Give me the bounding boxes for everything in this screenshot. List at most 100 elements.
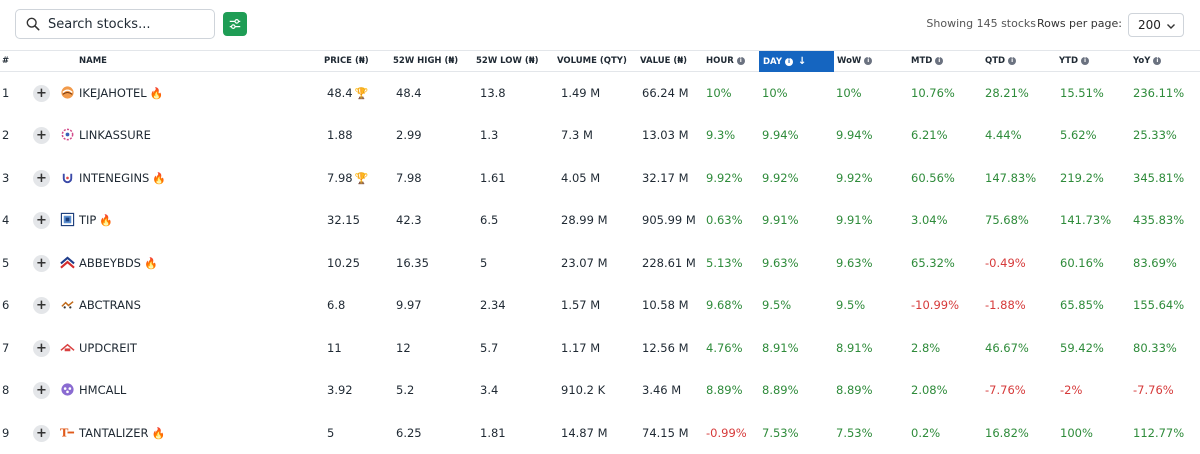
info-icon[interactable]: i — [736, 56, 745, 65]
high52-cell-value: 12 — [396, 341, 411, 355]
col-header-qtd[interactable]: QTD i — [985, 51, 1017, 72]
day-cell: 8.91% — [762, 341, 799, 355]
info-icon[interactable]: i — [935, 56, 944, 65]
stock-symbol[interactable]: LINKASSURE — [79, 128, 151, 142]
expand-row-button[interactable]: + — [33, 85, 50, 102]
row-number: 9 — [2, 426, 10, 440]
volume-cell-value: 28.99 M — [561, 213, 608, 227]
value-cell-value: 3.46 M — [642, 383, 682, 397]
expand-row-button[interactable]: + — [33, 170, 50, 187]
value-cell: 74.15 M — [642, 426, 689, 440]
sliders-icon — [229, 19, 241, 29]
high52-cell: 16.35 — [396, 256, 429, 270]
col-header-mtd[interactable]: MTD i — [911, 51, 944, 72]
table-row[interactable]: 7 + UPDCREIT 11 12 5.7 1.17 M 12.56 M 4.76% 8.91%… — [0, 327, 1200, 370]
sort-down-arrow-icon: ↓ — [797, 56, 807, 67]
col-header-value[interactable]: VALUE (₦) — [640, 56, 688, 66]
qtd-cell: -7.76% — [985, 383, 1026, 397]
table-row[interactable]: 5 + ABBEYBDS 🔥 10.25 16.35 5 23.07 M 228.61 M 5.1… — [0, 242, 1200, 285]
stock-symbol[interactable]: HMCALL — [79, 383, 127, 397]
table-row[interactable]: 6 + ABCTRANS 6.8 9.97 2.34 1.57 M 10.58 M 9.68% 9… — [0, 284, 1200, 327]
stock-symbol[interactable]: ABCTRANS — [79, 298, 141, 312]
hour-cell-value: 9.68% — [706, 298, 743, 312]
filter-button[interactable] — [223, 12, 247, 36]
volume-cell: 23.07 M — [561, 256, 608, 270]
stock-name-link[interactable]: ABCTRANS — [79, 298, 141, 312]
yoy-cell: 435.83% — [1133, 213, 1184, 227]
mtd-cell: 3.04% — [911, 213, 948, 227]
stock-symbol[interactable]: TANTALIZER — [79, 426, 149, 440]
fire-icon: 🔥 — [99, 214, 114, 227]
day-cell-value: 9.63% — [762, 256, 799, 270]
high52-cell-value: 6.25 — [396, 426, 422, 440]
yoy-cell-value: 345.81% — [1133, 171, 1185, 185]
trophy-icon: 🏆 — [354, 87, 369, 100]
expand-row-button[interactable]: + — [33, 425, 50, 442]
stock-name-link[interactable]: UPDCREIT — [79, 341, 137, 355]
day-cell: 9.94% — [762, 128, 799, 142]
low52-cell: 1.81 — [480, 426, 506, 440]
svg-text:T: T — [60, 425, 69, 439]
col-header-wow[interactable]: WoW i — [837, 51, 873, 72]
info-icon[interactable]: i — [784, 57, 793, 66]
expand-row-button[interactable]: + — [33, 297, 50, 314]
hour-cell: 5.13% — [706, 256, 743, 270]
wow-cell-value: 9.94% — [836, 128, 873, 142]
stock-name-link[interactable]: TIP 🔥 — [79, 213, 113, 227]
wow-cell-value: 8.91% — [836, 341, 873, 355]
expand-row-button[interactable]: + — [33, 255, 50, 272]
ytd-cell-value: 5.62% — [1060, 128, 1097, 142]
yoy-cell: 25.33% — [1133, 128, 1177, 142]
hour-cell: 9.92% — [706, 171, 743, 185]
rows-per-page-select[interactable]: 200 — [1128, 13, 1184, 37]
stock-symbol[interactable]: ABBEYBDS — [79, 256, 141, 270]
expand-row-button[interactable]: + — [33, 212, 50, 229]
col-header-num[interactable]: # — [2, 56, 10, 66]
day-cell-value: 8.89% — [762, 383, 799, 397]
mtd-cell-value: 10.76% — [911, 86, 955, 100]
stock-name-link[interactable]: INTENEGINS 🔥 — [79, 171, 166, 185]
table-row[interactable]: 9 + T TANTALIZER 🔥 5 6.25 1.81 14.87 M 74.15 M -0.… — [0, 412, 1200, 454]
expand-row-button[interactable]: + — [33, 382, 50, 399]
col-header-hour[interactable]: HOUR i — [706, 51, 745, 72]
stock-name-link[interactable]: TANTALIZER 🔥 — [79, 426, 165, 440]
yoy-cell-value: 435.83% — [1133, 213, 1185, 227]
day-cell: 10% — [762, 86, 788, 100]
stock-name-link[interactable]: HMCALL — [79, 383, 126, 397]
mtd-cell-value: 3.04% — [911, 213, 948, 227]
stock-symbol[interactable]: TIP — [79, 213, 97, 227]
stock-name-link[interactable]: LINKASSURE — [79, 128, 151, 142]
col-header-day[interactable]: DAY i ↓ — [759, 51, 834, 72]
stock-name-link[interactable]: ABBEYBDS 🔥 — [79, 256, 158, 270]
stock-name-link[interactable]: IKEJAHOTEL 🔥 — [79, 86, 163, 100]
info-icon[interactable]: i — [1153, 56, 1162, 65]
table-row[interactable]: 4 + TIP 🔥 32.15 42.3 6.5 28.99 M 905.99 M 0.63% 9.… — [0, 199, 1200, 242]
hour-cell: -0.99% — [706, 426, 747, 440]
stock-symbol[interactable]: UPDCREIT — [79, 341, 137, 355]
mtd-cell: 2.08% — [911, 383, 948, 397]
col-header-price[interactable]: PRICE (₦) — [324, 56, 369, 66]
stock-symbol[interactable]: IKEJAHOTEL — [79, 86, 147, 100]
table-row[interactable]: 2 + LINKASSURE 1.88 2.99 1.3 7.3 M 13.03 M 9.3% 9… — [0, 114, 1200, 157]
info-icon[interactable]: i — [1008, 56, 1017, 65]
updcreit-logo-icon — [60, 340, 75, 355]
search-input[interactable] — [48, 16, 208, 32]
col-header-name[interactable]: NAME — [79, 56, 107, 66]
expand-row-button[interactable]: + — [33, 127, 50, 144]
price-cell-value: 1.88 — [327, 128, 353, 142]
tip-logo-icon — [60, 212, 75, 227]
col-header-52w-low[interactable]: 52W LOW (₦) — [476, 56, 539, 66]
stock-symbol[interactable]: INTENEGINS — [79, 171, 150, 185]
expand-row-button[interactable]: + — [33, 340, 50, 357]
col-header-volume[interactable]: VOLUME (QTY) — [557, 56, 627, 66]
col-header-yoy[interactable]: YoY i — [1133, 51, 1162, 72]
info-icon[interactable]: i — [1081, 56, 1090, 65]
search-box[interactable] — [15, 9, 215, 39]
col-header-ytd[interactable]: YTD i — [1059, 51, 1090, 72]
table-row[interactable]: 8 + HMCALL 3.92 5.2 3.4 910.2 K 3.46 M 8.89% 8.89… — [0, 369, 1200, 412]
info-icon[interactable]: i — [864, 56, 873, 65]
wow-cell: 9.94% — [836, 128, 873, 142]
col-header-52w-high[interactable]: 52W HIGH (₦) — [393, 56, 459, 66]
